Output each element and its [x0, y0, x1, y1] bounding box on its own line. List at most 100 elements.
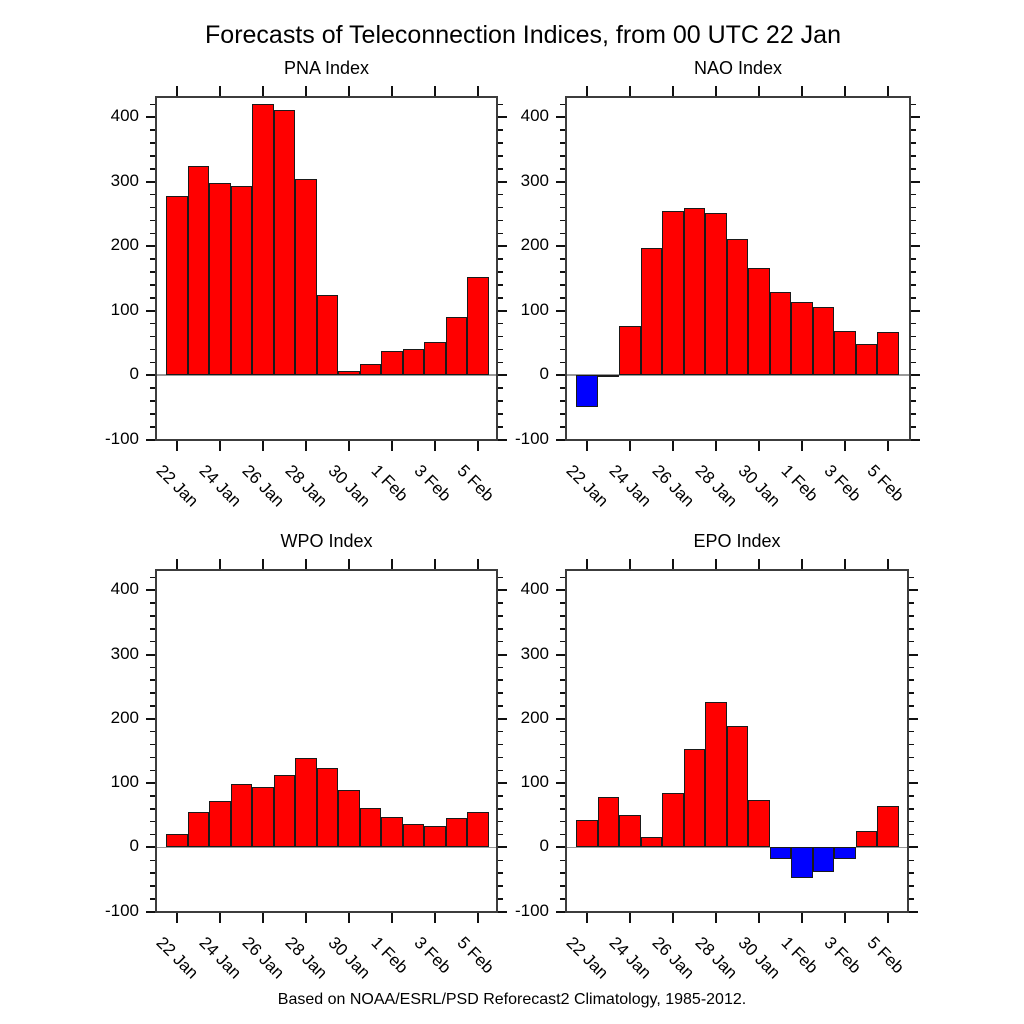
y-axis-minor-tick — [150, 859, 155, 862]
y-axis-minor-tick — [911, 271, 916, 273]
y-axis-minor-tick — [150, 576, 155, 579]
y-axis-minor-tick — [498, 168, 503, 170]
x-axis-tick — [347, 86, 350, 96]
bar — [640, 248, 662, 376]
y-axis-tick-label: 0 — [539, 364, 549, 384]
y-axis-tick-label: 400 — [520, 106, 549, 126]
y-axis-minor-tick — [911, 297, 916, 299]
y-axis-minor-tick — [560, 743, 565, 746]
y-axis-major-tick — [556, 116, 565, 119]
y-axis-minor-tick — [150, 602, 155, 604]
bar — [855, 344, 877, 376]
axis-frame — [565, 569, 909, 913]
y-axis-minor-tick — [150, 297, 155, 299]
y-axis-minor-tick — [911, 193, 916, 196]
bar — [445, 316, 467, 376]
y-axis-minor-tick — [150, 142, 155, 144]
y-axis-tick-label: 400 — [110, 106, 139, 126]
bar — [381, 351, 403, 376]
x-axis-tick — [304, 559, 307, 569]
y-axis-minor-tick — [560, 155, 565, 157]
x-axis-tick — [628, 913, 631, 923]
y-axis-minor-tick — [150, 219, 155, 222]
y-axis-tick-label: 300 — [520, 170, 549, 190]
axis-frame — [155, 569, 498, 913]
bar — [273, 110, 295, 376]
y-axis-minor-tick — [498, 602, 503, 604]
y-axis-tick-label: 100 — [110, 772, 139, 792]
y-axis-minor-tick — [909, 705, 914, 707]
y-axis-minor-tick — [560, 322, 565, 325]
y-axis-major-tick — [146, 309, 155, 312]
y-axis-major-tick — [911, 116, 920, 119]
y-axis-minor-tick — [560, 602, 565, 604]
zero-line — [155, 846, 498, 849]
y-axis-minor-tick — [498, 885, 503, 887]
x-axis-tick — [390, 913, 393, 923]
y-axis-tick-label: 200 — [110, 235, 139, 255]
y-axis-minor-tick — [560, 628, 565, 630]
bar — [338, 789, 360, 848]
y-axis-minor-tick — [498, 193, 503, 196]
bar — [445, 817, 467, 848]
bar — [467, 276, 489, 376]
y-axis-major-tick — [909, 846, 918, 849]
y-axis-minor-tick — [909, 769, 914, 771]
bar — [834, 847, 856, 859]
y-axis-tick-label: 100 — [520, 772, 549, 792]
y-axis-tick-label: 300 — [110, 643, 139, 663]
y-axis-minor-tick — [150, 769, 155, 771]
x-axis-tick — [757, 86, 760, 96]
y-axis-major-tick — [146, 782, 155, 785]
y-axis-tick-label: 200 — [520, 235, 549, 255]
y-axis-tick-label: 0 — [129, 364, 139, 384]
axis-frame — [155, 96, 498, 441]
bar — [273, 774, 295, 848]
x-axis-tick — [390, 441, 393, 451]
x-axis-tick — [175, 559, 178, 569]
bar — [359, 807, 381, 848]
y-axis-major-tick — [556, 374, 565, 377]
y-axis-minor-tick — [150, 168, 155, 170]
y-axis-minor-tick — [909, 756, 914, 759]
bar — [640, 837, 662, 848]
axis-frame — [565, 96, 911, 441]
bar — [359, 363, 381, 376]
y-axis-minor-tick — [560, 193, 565, 196]
y-axis-minor-tick — [150, 387, 155, 389]
y-axis-minor-tick — [150, 628, 155, 630]
subplot-title: NAO Index — [693, 58, 783, 78]
y-axis-minor-tick — [150, 361, 155, 364]
y-axis-minor-tick — [498, 232, 503, 235]
bar — [683, 208, 705, 376]
x-axis-tick — [261, 559, 264, 569]
bar — [619, 814, 641, 848]
y-axis-minor-tick — [560, 206, 565, 209]
bar — [295, 758, 317, 848]
bar — [619, 325, 641, 376]
y-axis-minor-tick — [150, 666, 155, 669]
y-axis-minor-tick — [150, 232, 155, 235]
x-axis-tick — [218, 86, 221, 96]
y-axis-major-tick — [556, 309, 565, 312]
x-axis-tick — [304, 441, 307, 451]
bar — [705, 702, 727, 848]
y-axis-major-tick — [909, 910, 918, 913]
x-axis-tick — [671, 441, 674, 451]
y-axis-major-tick — [556, 653, 565, 656]
x-axis-tick — [671, 86, 674, 96]
x-axis-tick — [433, 913, 436, 923]
y-axis-major-tick — [498, 653, 507, 656]
y-axis-minor-tick — [498, 297, 503, 299]
y-axis-major-tick — [911, 309, 920, 312]
y-axis-minor-tick — [560, 615, 565, 617]
y-axis-minor-tick — [560, 284, 565, 286]
bar — [877, 332, 899, 376]
y-axis-minor-tick — [498, 679, 503, 681]
bar — [576, 375, 598, 408]
bar — [855, 830, 877, 848]
bar — [402, 348, 424, 376]
x-axis-tick — [476, 441, 479, 451]
y-axis-tick-label: 200 — [110, 707, 139, 727]
x-axis-tick — [433, 441, 436, 451]
